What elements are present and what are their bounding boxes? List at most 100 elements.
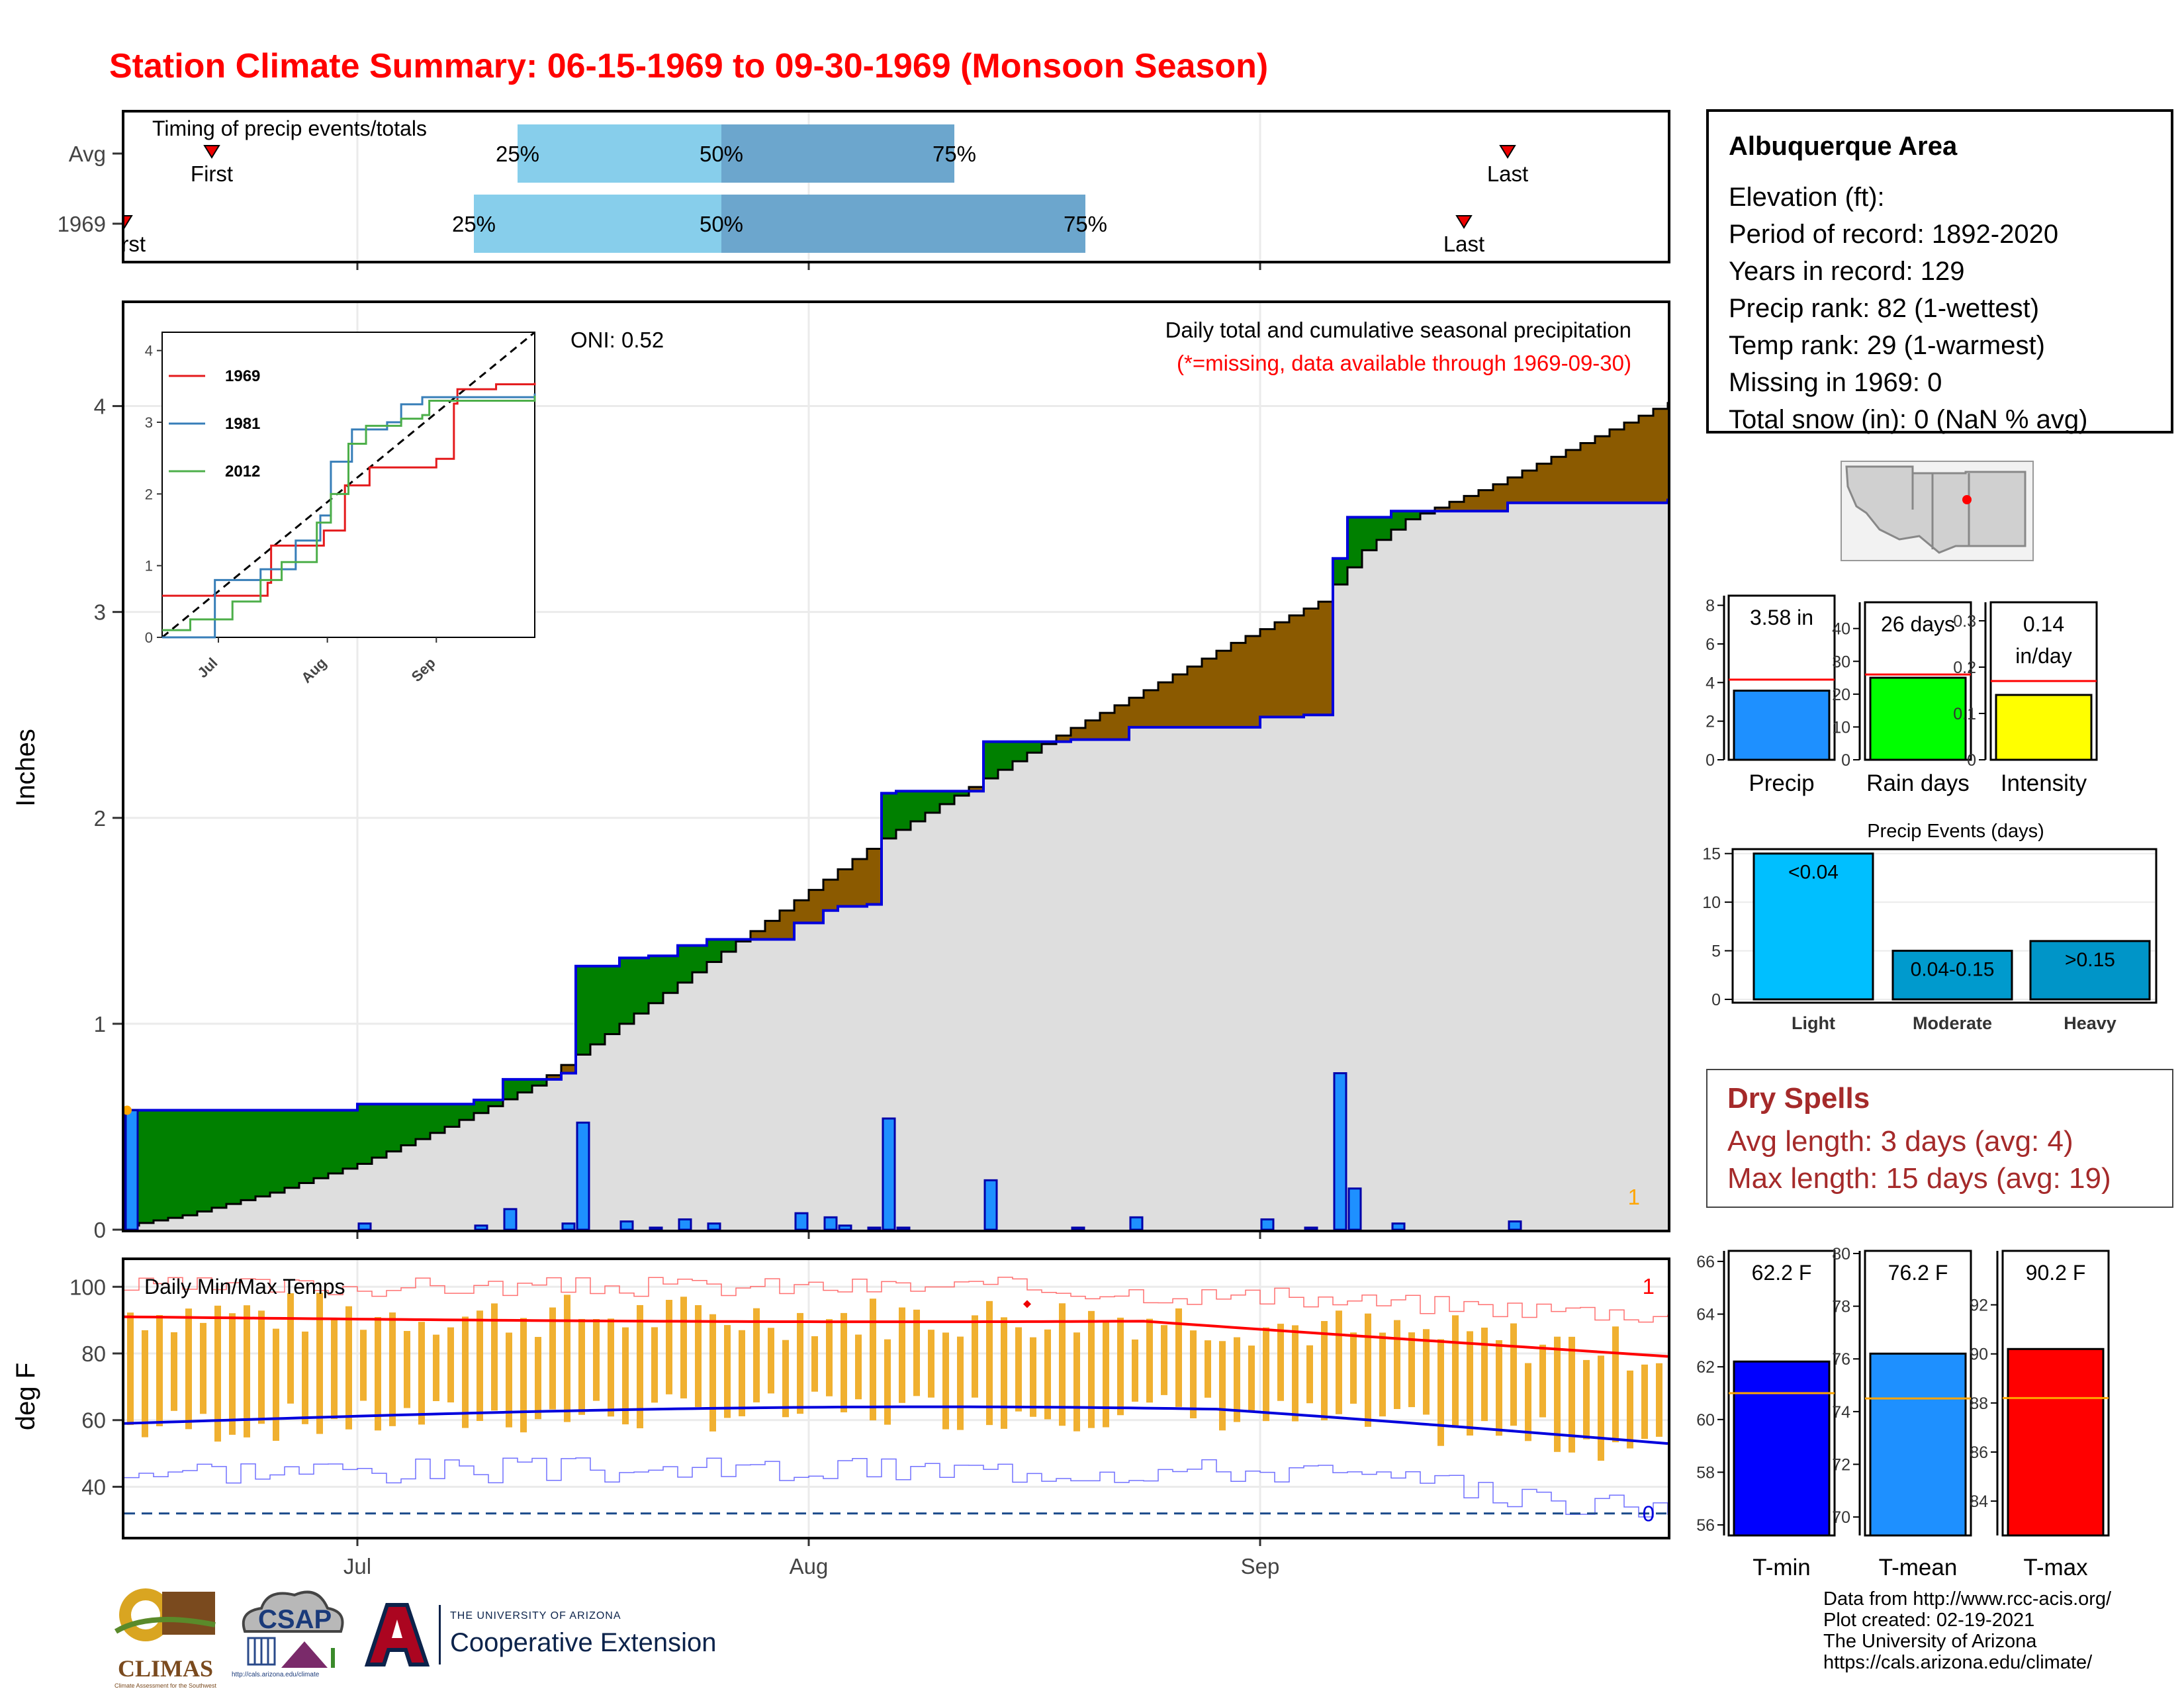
precip-below-avg-area [1551,457,1567,503]
precip-below-avg-area [765,921,780,940]
precip-below-avg-area [1100,713,1115,740]
credit-url: https://cals.arizona.edu/climate/ [1823,1652,2093,1673]
temp-summary-tmax-y-tick-label: 90 [1970,1346,1988,1364]
summary-precip-y-tick-label: 6 [1706,635,1715,654]
precip-above-avg-area [241,1110,256,1201]
temp-daily-range-bar [1001,1317,1007,1429]
temp-daily-range-bar [1015,1327,1022,1412]
precip-below-avg-area [1216,651,1232,727]
temp-daily-range-bar [331,1318,338,1420]
precip-above-avg-area [401,1104,416,1146]
temp-daily-range-bar [913,1309,920,1396]
precip-daily-bar [1071,1226,1085,1231]
temp-summary-tmin-y-tick-label: 66 [1696,1253,1715,1271]
temp-daily-range-bar [1175,1308,1182,1407]
precip-above-avg-area [255,1110,271,1197]
temp-summary-tmean-y-tick-label: 78 [1832,1298,1850,1316]
temp-daily-range-bar [1496,1340,1502,1436]
precip-daily-bar [1304,1226,1318,1231]
temp-daily-range-bar [811,1336,818,1392]
summary-precip-name: Precip [1749,770,1814,796]
summary-intensity-name: Intensity [2001,770,2087,796]
precip-daily-bar [474,1224,488,1231]
summary-rain-days-y-tick-label: 20 [1832,686,1850,704]
temp-daily-range-bar [1641,1364,1648,1439]
precip-below-avg-area [1173,674,1188,727]
precip-below-avg-area [1580,443,1596,503]
precip-below-avg-area [1202,659,1217,727]
precip-above-avg-area [940,791,955,805]
info-missing: Missing in 1969: 0 [1729,368,1942,397]
precip-above-avg-area [154,1110,169,1220]
dry-spells-max: Max length: 15 days (avg: 19) [1727,1162,2111,1195]
precip-above-avg-area [1362,517,1377,551]
precip-above-avg-area [1013,741,1028,762]
temp-daily-range-bar [287,1293,294,1404]
temp-daily-range-bar [520,1318,527,1433]
precip-below-avg-area [1260,629,1275,717]
events-y-tick-label: 10 [1702,893,1721,912]
precip-below-avg-area [1493,484,1508,512]
events-y-tick-label: 0 [1711,991,1721,1009]
info-elevation: Elevation (ft): [1729,183,1885,212]
precip-above-avg-area [911,791,926,821]
precip-below-avg-area [1275,622,1290,717]
precip-above-avg-area [1391,511,1406,530]
temp-daily-range-bar [1292,1325,1298,1422]
precip-daily-bar [503,1208,518,1231]
precip-below-avg-area [1071,727,1086,740]
summary-intensity-y-tick-label: 0.2 [1953,659,1976,677]
csap-logo: CSAP http://cals.arizona.edu/climate [232,1585,351,1684]
temp-daily-range-bar [942,1332,949,1430]
precip-above-avg-area [183,1110,198,1216]
temp-summary-tmean-y-tick-label: 80 [1832,1245,1850,1263]
temp-y-axis-label: deg F [11,1363,40,1430]
precip-above-avg-area [590,966,606,1044]
temp-daily-range-bar [1205,1340,1211,1398]
temp-daily-range-bar [1656,1363,1662,1437]
temp-summary-tmax-y-tick-label: 86 [1970,1443,1988,1462]
precip-daily-bar [823,1216,838,1231]
temp-summary-tmax-y-tick-label: 84 [1970,1492,1988,1511]
credit-data-source: Data from http://www.rcc-acis.org/ [1823,1588,2112,1610]
temp-daily-range-bar [680,1297,687,1398]
temp-daily-range-bar [1365,1313,1371,1427]
temp-daily-range-bar [477,1310,483,1422]
summary-intensity-y-tick-label: 0.3 [1953,612,1976,631]
precip-start-marker [122,1105,132,1115]
precip-missing-note: (*=missing, data available through 1969-… [1177,351,1631,375]
temp-summary-tmin-value-bar [1733,1360,1831,1537]
credit-university: The University of Arizona [1823,1631,2037,1652]
temp-daily-range-bar [244,1305,250,1438]
temp-daily-range-bar [1467,1331,1473,1436]
precip-above-avg-area [954,791,970,796]
events-category-label: Heavy [2064,1013,2116,1033]
inset-legend-label: 1981 [225,415,260,433]
precip-above-avg-area [1027,741,1042,753]
temp-daily-range-bar [1306,1345,1313,1404]
temp-daily-range-bar [214,1305,221,1442]
temp-x-tick-label: Aug [790,1554,829,1578]
inset-y-tick-label: 1 [145,558,153,574]
timing-quantile-label: 25% [496,142,539,166]
temp-summary-tmax-value-label: 90.2 F [2026,1261,2086,1285]
precip-above-avg-area [1406,511,1421,520]
precip-below-avg-area [1610,429,1625,503]
info-years: Years in record: 129 [1729,257,1965,286]
precip-below-avg-area [794,900,809,923]
temp-daily-range-bar [258,1310,265,1424]
temp-daily-range-bar [972,1315,978,1398]
precip-below-avg-area [1537,463,1552,503]
precip-below-avg-area [1304,608,1319,715]
precip-below-avg-area [1056,735,1071,742]
precip-above-avg-area [503,1079,518,1099]
precip-above-avg-area [576,966,591,1055]
timing-bar-q50-q75 [721,124,954,183]
climas-logo-text: CLIMAS [117,1655,214,1682]
precip-below-avg-area [1158,682,1173,727]
temp-daily-range-bar [389,1312,396,1426]
precip-y-tick-label: 2 [94,806,106,831]
precip-above-avg-area [226,1110,242,1205]
precip-below-avg-area [561,1065,576,1073]
precip-below-avg-area [1318,602,1334,715]
